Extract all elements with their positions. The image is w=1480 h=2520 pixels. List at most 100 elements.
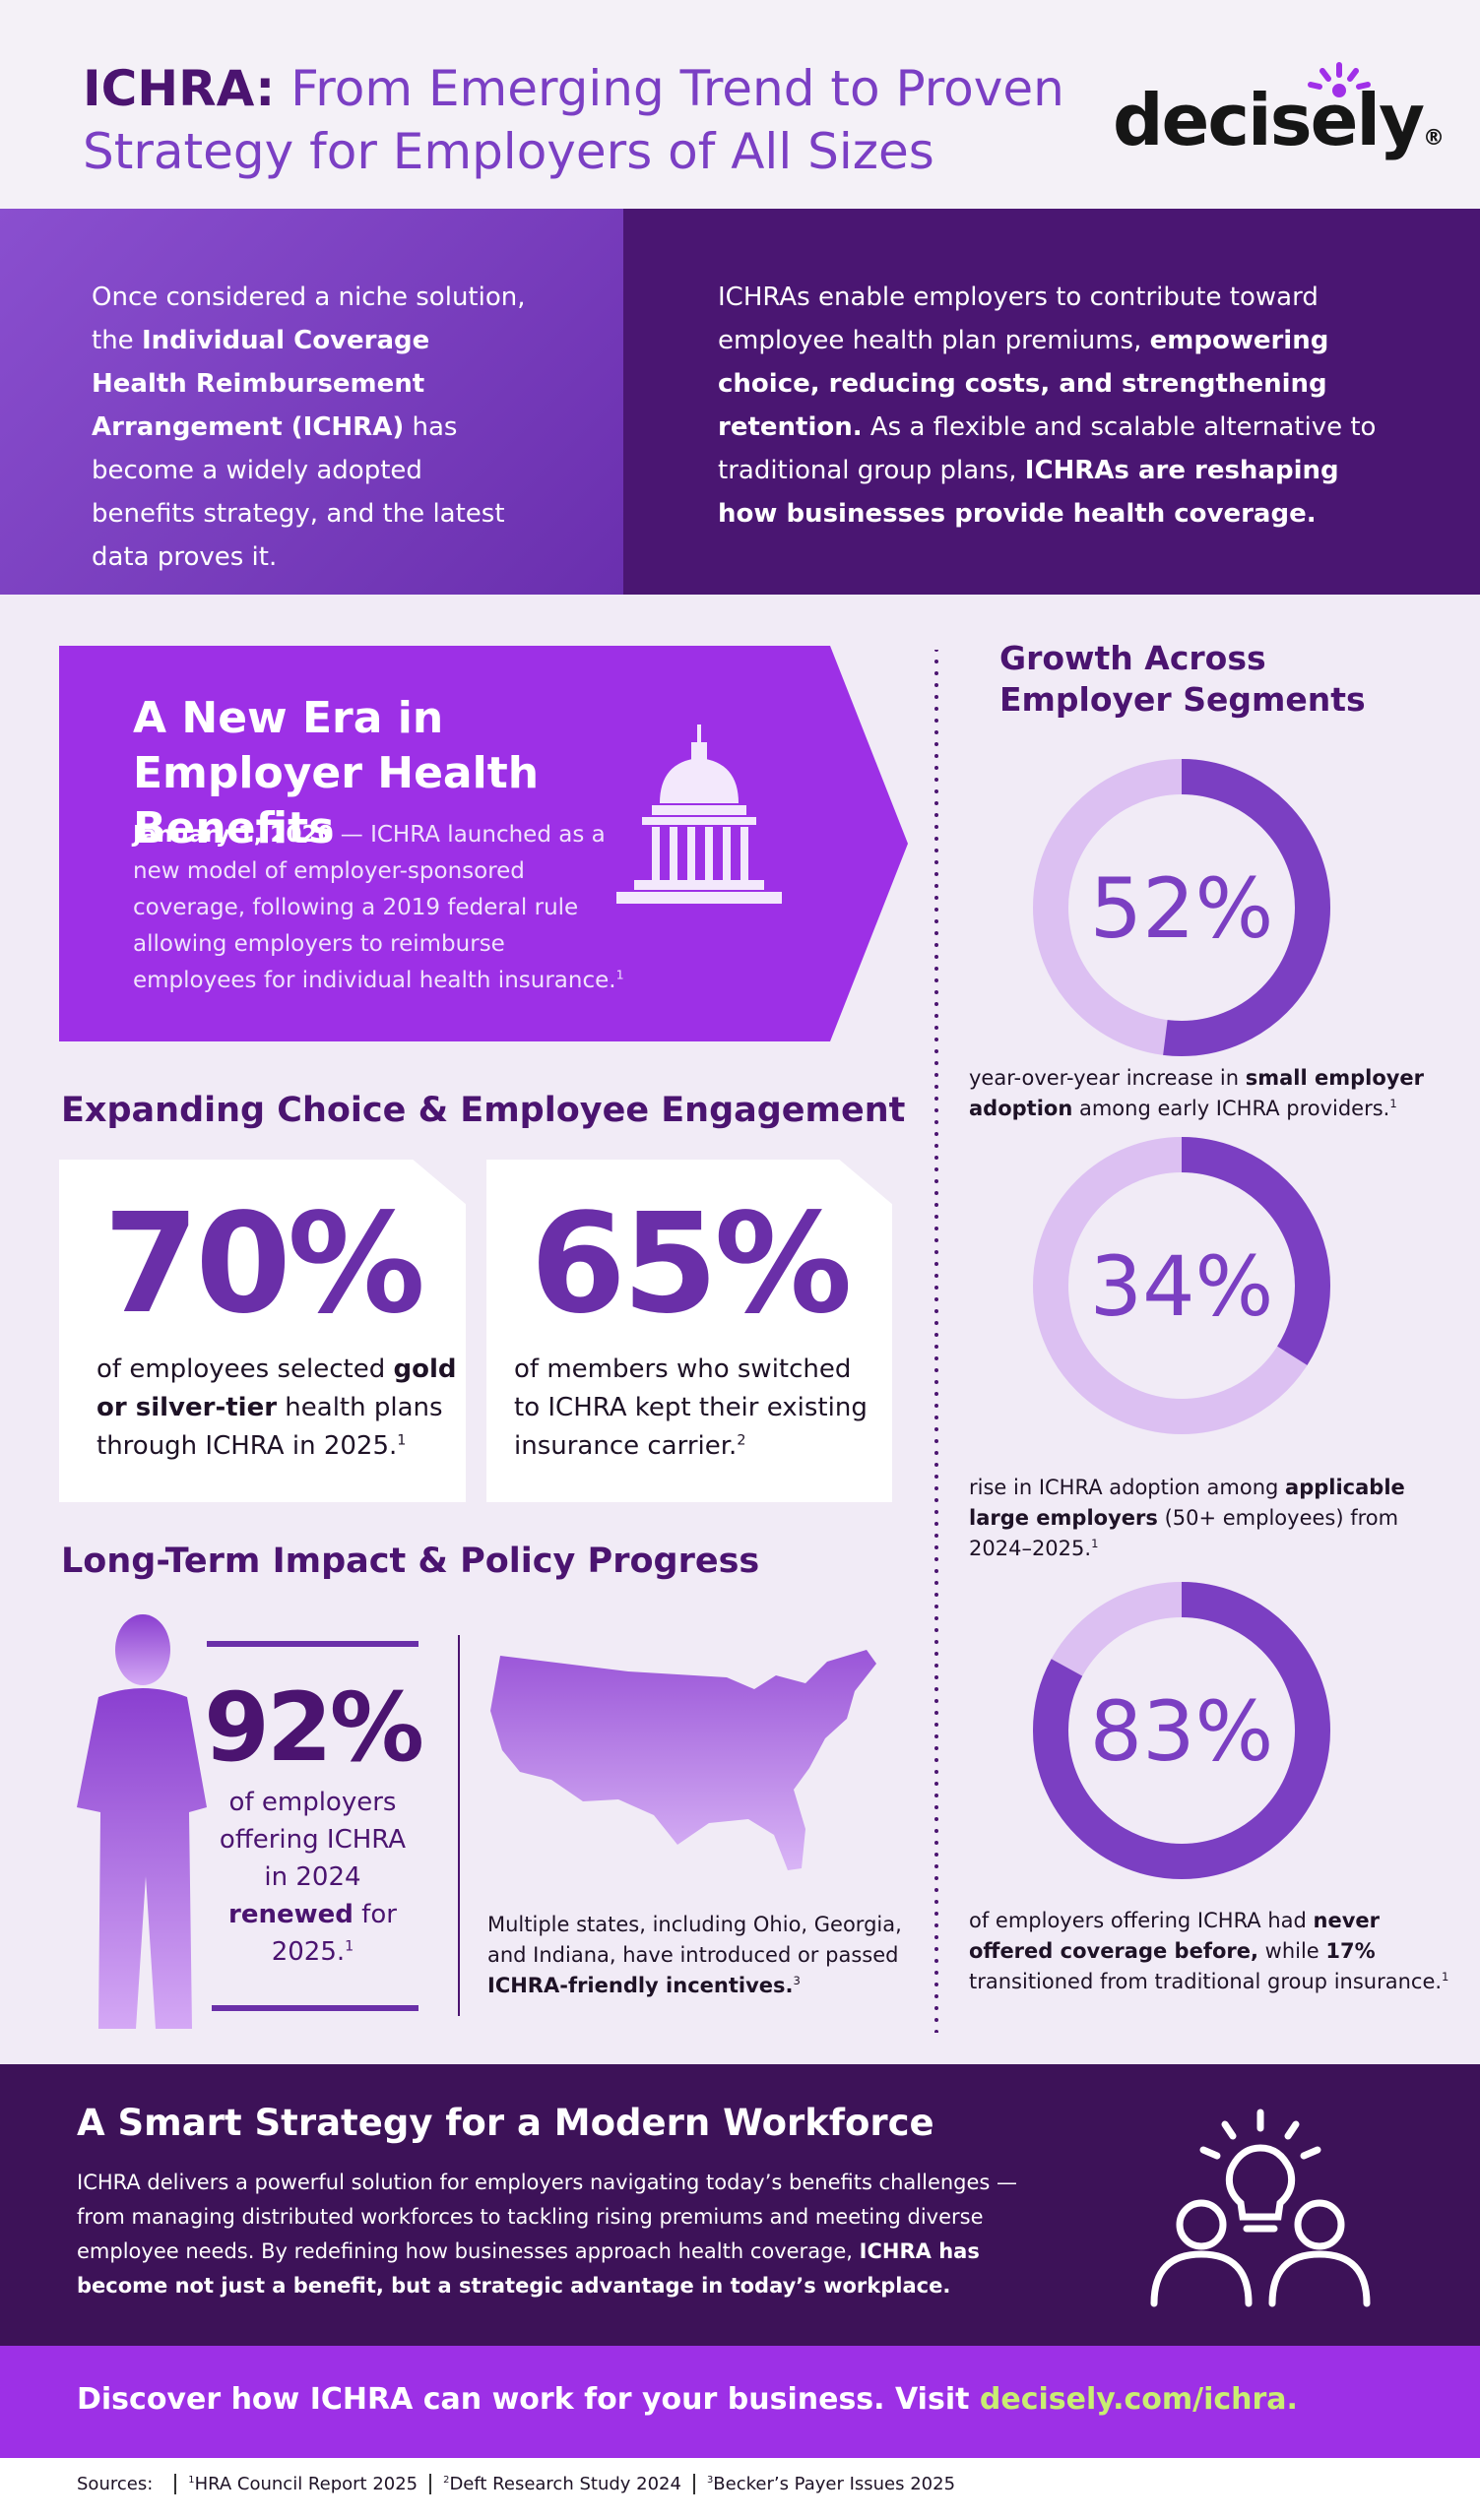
footnote: 3 [706,2475,714,2486]
intro-left-panel [0,209,623,595]
logo-rays [1308,62,1371,97]
era-banner [59,646,908,1041]
text-bold: ICHRA-friendly incentives. [487,1974,794,1997]
impact-graphics [77,1614,460,2029]
footnote: 2 [737,1432,746,1449]
people-icon [1150,2109,1371,2307]
cta-text: Discover how ICHRA can work for your bus… [77,2382,1298,2417]
section-title: Expanding Choice & Employee Engagement [61,1091,906,1130]
text-bold: gold or silver-tier [97,1354,457,1422]
text: As a flexible and scalable alternative t… [718,412,1377,485]
stat: 92% [204,1672,424,1783]
text-bold: empowering choice, reducing costs, and s… [718,326,1329,442]
text: ICHRAs enable employers to contribute to… [718,283,1319,355]
donut-label: 52% [1090,860,1274,957]
strategy-band [0,2064,1480,2346]
growth-text: of employers offering ICHRA had never of… [969,1906,1461,1997]
footnote: 2 [443,2475,450,2486]
logo-mark: ® [1423,126,1446,151]
text: Once considered a niche solution, the [92,283,526,355]
map-text: Multiple states, including Ohio, Georgia… [487,1910,921,2001]
stat: 65% [530,1184,852,1345]
title: ICHRA: From Emerging Trend to Proven Str… [83,57,1067,183]
text: transitioned from traditional group insu… [969,1970,1443,1993]
footnote: 1 [615,967,624,982]
stat: 70% [102,1184,425,1345]
text: of employees selected [97,1354,394,1384]
text-bold: applicable large employers [969,1476,1405,1530]
sources-band [0,2458,1480,2520]
title-rest: From Emerging Trend to Proven Strategy f… [83,60,1064,180]
intro-right: ICHRAs enable employers to contribute to… [718,276,1407,536]
footnote: 1 [345,1938,354,1955]
donut-label: 83% [1090,1683,1274,1780]
text: of members who switched to ICHRA kept th… [514,1354,868,1461]
text-bold: ICHRAs are reshaping how businesses prov… [718,456,1339,529]
donut-charts: 52% 34% 83% [1033,759,1330,1879]
text-bold: never offered coverage before, [969,1909,1381,1963]
donut-arc [1033,1582,1330,1879]
sources-label: Sources: [77,2474,154,2494]
text-bold: ICHRA has become not just a benefit, but… [77,2239,980,2298]
footnote: 3 [793,1974,801,1987]
strategy-title: A Smart Strategy for a Modern Workforce [77,2102,934,2144]
text-bold: renewed [228,1900,354,1929]
text: among early ICHRA providers. [1072,1097,1390,1120]
card [59,1160,466,1502]
text: of employers offering ICHRA in 2024 [219,1788,407,1892]
donut-label: 34% [1090,1238,1274,1335]
growth-text: year-over-year increase in small employe… [969,1063,1451,1124]
text: health plans through ICHRA in 2025. [97,1393,443,1461]
footnote: 1 [1442,1970,1449,1984]
text: rise in ICHRA adoption among [969,1476,1286,1499]
card [486,1160,892,1502]
footnote: 1 [188,2475,195,2486]
text: of employers offering ICHRA had [969,1909,1314,1932]
text: while [1257,1939,1326,1963]
text: Discover how ICHRA can work for your bus… [77,2382,980,2417]
header [0,0,1480,209]
text: Becker’s Payer Issues 2025 [713,2474,956,2494]
source: 3Becker’s Payer Issues 2025 [692,2474,967,2494]
source: 1HRA Council Report 2025 [174,2474,429,2494]
logo-text: decisely [1113,79,1425,161]
source: 2Deft Research Study 2024 [429,2474,693,2494]
us-map [490,1650,876,1870]
text: ICHRA delivers a powerful solution for e… [77,2171,1018,2263]
divider [934,650,938,2033]
text: Deft Research Study 2024 [449,2474,681,2494]
footnote: 1 [1389,1097,1397,1110]
donut-arc [1033,1137,1330,1434]
text: — ICHRA launched as a new model of emplo… [133,822,616,993]
text-bold: 17% [1325,1939,1376,1963]
text: Multiple states, including Ohio, Georgia… [487,1913,902,1967]
logo: decisely® [1113,79,1445,161]
cta-band [0,2346,1480,2458]
text-bold: Individual Coverage Health Reimbursement… [92,326,430,442]
footnote: 1 [1091,1537,1099,1550]
text: has become a widely adopted benefits str… [92,412,505,572]
stat-text: of employers offering ICHRA in 2024 rene… [217,1784,409,1971]
growth-text: rise in ICHRA adoption among applicable … [969,1473,1451,1564]
text: (50+ employees) from 2024–2025. [969,1506,1399,1560]
section-title: Long-Term Impact & Policy Progress [61,1542,760,1581]
era-text: January 1, 2020 — ICHRA launched as a ne… [133,817,625,999]
title-bold: ICHRA: [83,60,276,117]
strategy-text: ICHRA delivers a powerful solution for e… [77,2166,1052,2303]
footnote: 1 [397,1432,407,1449]
text: HRA Council Report 2025 [194,2474,418,2494]
card-text: of members who switched to ICHRA kept th… [514,1351,878,1466]
sources: Sources: 1HRA Council Report 2025 2Deft … [77,2474,967,2494]
intro-left: Once considered a niche solution, the In… [92,276,530,579]
cta-link[interactable]: decisely.com/ichra. [979,2382,1298,2417]
text: for 2025. [271,1900,397,1967]
text: year-over-year increase in [969,1066,1246,1090]
text-bold: small employer adoption [969,1066,1425,1120]
card-text: of employees selected gold or silver-tie… [97,1351,461,1466]
intro-right-panel [623,209,1480,595]
section-title: Growth Across Employer Segments [999,639,1366,719]
text-bold: January 1, 2020 [133,822,334,848]
donut-arc [1033,759,1330,1056]
era-title: A New Era in Employer Health Benefits [133,693,540,853]
